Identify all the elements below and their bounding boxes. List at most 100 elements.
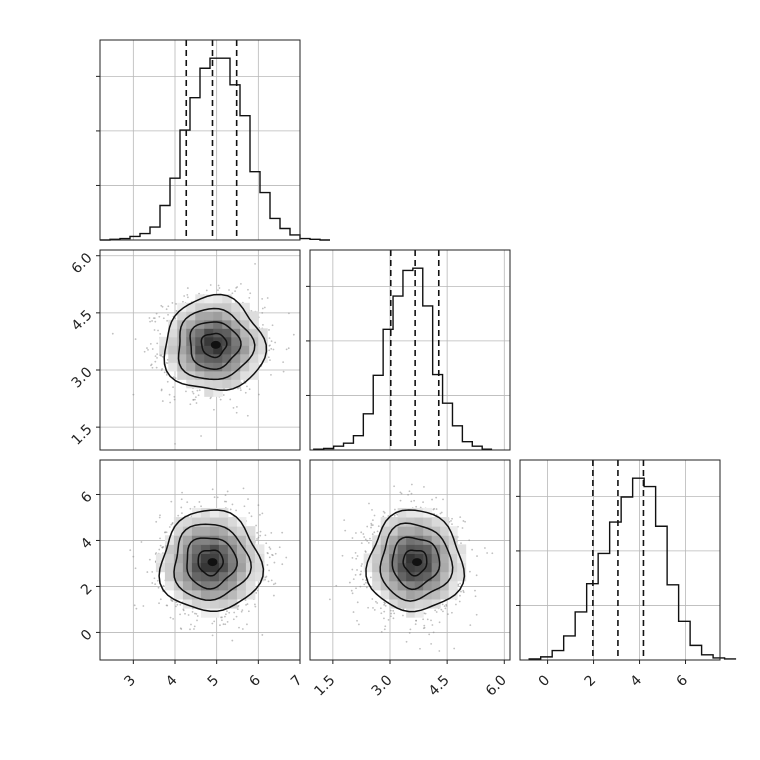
density-cell [200, 553, 211, 564]
sample-point [410, 483, 413, 486]
sample-point [184, 612, 186, 615]
sample-point [243, 380, 246, 382]
panel-frame [99, 459, 301, 661]
density-cell [227, 535, 238, 545]
sample-point [151, 320, 153, 322]
sample-point [392, 617, 395, 620]
sample-point [213, 620, 216, 623]
sample-point [175, 601, 178, 604]
density-cell [200, 580, 211, 591]
contour-line [186, 537, 238, 590]
sample-point [441, 603, 444, 606]
density-cell [423, 553, 433, 564]
density-cell [195, 328, 205, 338]
density-cell [200, 571, 211, 582]
sample-point [360, 531, 363, 534]
sample-point [383, 610, 386, 613]
sample-point [450, 519, 452, 522]
sample-point [262, 324, 264, 326]
sample-point [153, 577, 156, 580]
sample-point [129, 549, 132, 552]
sample-point [455, 603, 457, 606]
sample-point [149, 343, 152, 345]
sample-point [189, 507, 192, 510]
sample-point [379, 607, 382, 610]
sample-point [355, 557, 358, 560]
sample-point [151, 571, 154, 573]
sample-point [224, 615, 226, 618]
density-cell [222, 302, 232, 312]
density-cell [389, 562, 399, 573]
density-cell [222, 319, 232, 329]
sample-point [219, 624, 221, 627]
sample-point [186, 296, 189, 299]
sample-point [438, 650, 441, 652]
density-cell [204, 379, 214, 389]
sample-point [195, 613, 198, 615]
density-cell [186, 311, 196, 321]
sample-point [451, 523, 453, 526]
density-cell [200, 608, 211, 618]
sample-point [368, 502, 370, 505]
density-cell [240, 336, 250, 346]
sample-point [343, 519, 346, 522]
density-cell [457, 571, 467, 582]
density-cell [164, 544, 175, 554]
density-cell [204, 387, 214, 397]
y-tick-label: 4.5 [69, 307, 96, 334]
x-tick-label: 4 [163, 672, 181, 690]
sample-point [244, 599, 247, 602]
sample-point [196, 389, 199, 392]
sample-point [384, 625, 387, 628]
sample-point [430, 642, 433, 645]
sample-point [380, 631, 383, 633]
density-cell [227, 562, 238, 573]
density-cell [186, 353, 196, 363]
sample-point [242, 487, 245, 490]
sample-point [169, 401, 172, 404]
sample-point [281, 531, 284, 534]
sample-point [155, 312, 158, 315]
density-cell [195, 353, 205, 363]
density-cell [414, 507, 424, 518]
density-cell [423, 580, 433, 591]
sample-point [413, 499, 416, 502]
sample-point [372, 607, 374, 609]
sample-point [159, 537, 161, 540]
density-cell [222, 311, 232, 321]
density-cell [440, 580, 450, 591]
density-cell [457, 553, 467, 564]
density-cell [191, 589, 202, 600]
density-cell [249, 362, 259, 372]
sample-point [165, 531, 168, 534]
sample-point [173, 398, 176, 401]
density-cell [406, 580, 416, 591]
sample-point [356, 601, 359, 604]
sample-point [267, 580, 270, 583]
contour-line [189, 321, 242, 370]
density-cell [380, 580, 390, 591]
sample-point [389, 609, 392, 612]
sample-point [382, 515, 385, 518]
sample-point [146, 571, 149, 573]
sample-point [176, 603, 179, 606]
sample-point [133, 604, 136, 607]
density-cell [186, 362, 196, 372]
sample-point [419, 647, 421, 650]
density-cell [173, 526, 184, 536]
density-cell [397, 553, 407, 564]
sample-point [161, 546, 164, 549]
panel-frame [309, 459, 511, 661]
sample-point [181, 512, 183, 515]
x-tick-label: 6.0 [483, 672, 510, 699]
sample-point [246, 603, 249, 605]
density-cell [159, 345, 169, 355]
sample-point [173, 395, 176, 398]
density-cell [406, 562, 416, 573]
density-cell [200, 589, 211, 600]
sample-point [432, 508, 435, 511]
density-cell [423, 571, 433, 582]
sample-point [393, 514, 396, 517]
contour-line [391, 536, 441, 591]
sample-point [440, 608, 443, 611]
